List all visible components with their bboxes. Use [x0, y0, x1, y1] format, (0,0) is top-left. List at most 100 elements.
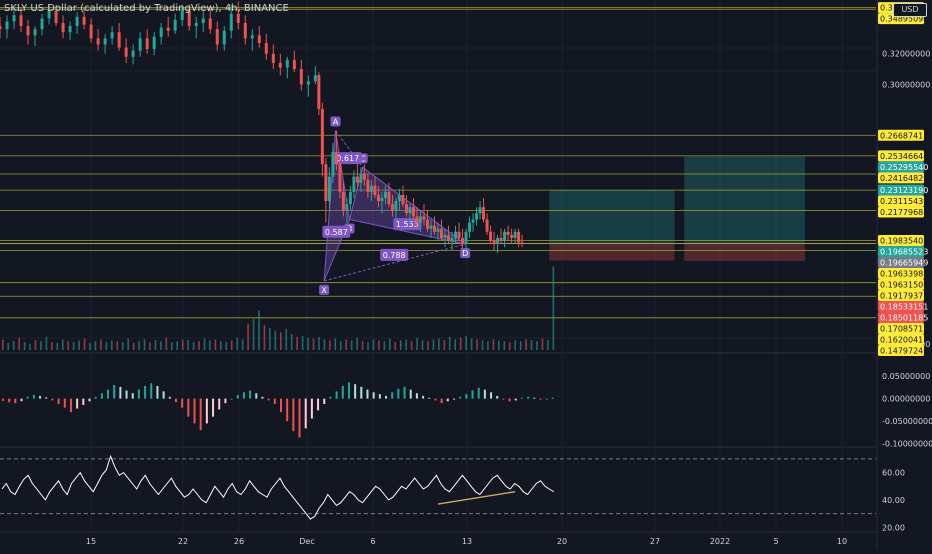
price-tag-box[interactable] — [878, 184, 924, 196]
candle-36[interactable] — [250, 29, 254, 51]
candle-76[interactable] — [422, 204, 426, 226]
price-tag-box[interactable] — [878, 234, 924, 246]
candle-body[interactable] — [215, 29, 219, 45]
price-tag-6[interactable]: 0.23123190 — [878, 184, 928, 196]
candle-body[interactable] — [390, 204, 394, 211]
price-tag-box[interactable] — [878, 322, 924, 334]
candle-93[interactable] — [482, 198, 486, 223]
currency-badge[interactable]: USD — [893, 3, 927, 17]
candle-50[interactable] — [331, 142, 335, 183]
candle-body[interactable] — [166, 27, 170, 31]
candle-14[interactable] — [96, 29, 100, 51]
candle-body[interactable] — [208, 18, 212, 30]
candle-31[interactable] — [215, 21, 219, 51]
rsi-line[interactable] — [1, 454, 554, 520]
candle-body[interactable] — [464, 231, 468, 245]
candle-body[interactable] — [54, 10, 58, 24]
price-tag-18[interactable]: 0.16200417 — [878, 333, 928, 345]
candle-body[interactable] — [436, 228, 440, 232]
price-tag-5[interactable]: 0.24164829 — [878, 172, 928, 184]
pattern-ratio-badge[interactable] — [333, 152, 362, 165]
candle-body[interactable] — [418, 216, 422, 223]
price-tag-7[interactable]: 0.23115439 — [878, 195, 928, 207]
candle-90[interactable] — [471, 213, 475, 232]
candle-body[interactable] — [68, 26, 72, 33]
candle-body[interactable] — [366, 179, 370, 192]
candle-body[interactable] — [387, 191, 391, 205]
price-tag-14[interactable]: 0.19179371 — [878, 289, 928, 301]
candle-92[interactable] — [478, 201, 482, 220]
candle-13[interactable] — [89, 18, 93, 43]
candle-60[interactable] — [366, 173, 370, 199]
pattern-point-x[interactable]: X — [319, 284, 330, 295]
candle-body[interactable] — [159, 27, 163, 37]
candle-body[interactable] — [320, 108, 324, 165]
candle-62[interactable] — [373, 176, 377, 199]
candle-35[interactable] — [243, 15, 247, 45]
candle-69[interactable] — [397, 188, 401, 211]
candle-body[interactable] — [454, 231, 458, 238]
candle-body[interactable] — [362, 173, 366, 180]
oscillator-layer[interactable] — [2, 382, 554, 438]
candle-body[interactable] — [306, 81, 310, 85]
candle-body[interactable] — [408, 207, 412, 214]
candle-68[interactable] — [394, 198, 398, 220]
candle-body[interactable] — [117, 32, 121, 48]
position-0-stop-zone[interactable] — [549, 243, 675, 261]
price-tag-9[interactable]: 0.19835402 — [878, 234, 928, 246]
pattern-ratio-1[interactable]: 0.587 — [322, 225, 351, 238]
candle-body[interactable] — [520, 242, 524, 244]
candle-body[interactable] — [187, 10, 191, 27]
candle-72[interactable] — [408, 204, 412, 226]
pattern-point-badge[interactable] — [330, 116, 341, 127]
candle-body[interactable] — [380, 198, 384, 202]
candle-17[interactable] — [117, 23, 121, 51]
price-tag-box[interactable] — [878, 333, 924, 345]
candle-body[interactable] — [5, 21, 9, 30]
candle-74[interactable] — [415, 207, 419, 229]
pattern-ratio-2[interactable]: 1.553 — [393, 218, 422, 231]
candle-73[interactable] — [411, 198, 415, 220]
candle-body[interactable] — [173, 19, 177, 31]
candle-body[interactable] — [278, 62, 282, 68]
candle-body[interactable] — [404, 204, 408, 214]
candle-body[interactable] — [394, 201, 398, 211]
candle-64[interactable] — [380, 191, 384, 214]
candle-body[interactable] — [229, 13, 233, 31]
candle-body[interactable] — [334, 151, 338, 165]
price-tag-box[interactable] — [878, 161, 924, 173]
price-tag-box[interactable] — [878, 289, 924, 301]
candle-body[interactable] — [482, 207, 486, 220]
pattern-ratio-badge[interactable] — [380, 248, 409, 261]
candle-body[interactable] — [152, 36, 156, 50]
candle-body[interactable] — [471, 219, 475, 223]
candle-63[interactable] — [376, 185, 380, 208]
candle-43[interactable] — [299, 59, 303, 91]
candle-body[interactable] — [26, 26, 30, 36]
candle-99[interactable] — [503, 228, 507, 248]
candle-47[interactable] — [320, 102, 324, 177]
candle-10[interactable] — [68, 21, 72, 40]
candle-body[interactable] — [47, 10, 51, 19]
candle-51[interactable] — [334, 130, 338, 171]
candle-37[interactable] — [257, 26, 261, 48]
candle-body[interactable] — [292, 59, 296, 70]
candle-42[interactable] — [292, 50, 296, 73]
candle-body[interactable] — [517, 231, 521, 243]
candle-body[interactable] — [447, 234, 451, 242]
candle-body[interactable] — [461, 237, 465, 245]
candle-29[interactable] — [201, 10, 205, 33]
candle-49[interactable] — [327, 167, 331, 211]
candle-body[interactable] — [432, 225, 436, 232]
candle-67[interactable] — [390, 194, 394, 217]
candle-32[interactable] — [222, 26, 226, 51]
pattern-point-d[interactable]: D — [460, 248, 471, 259]
candle-body[interactable] — [422, 216, 426, 220]
price-tag-box[interactable] — [878, 300, 924, 312]
candle-body[interactable] — [257, 35, 261, 43]
candle-24[interactable] — [166, 16, 170, 37]
candle-83[interactable] — [447, 225, 451, 245]
price-tag-box[interactable] — [878, 150, 924, 162]
position-0-target-zone[interactable] — [549, 190, 675, 244]
candle-95[interactable] — [489, 225, 493, 245]
